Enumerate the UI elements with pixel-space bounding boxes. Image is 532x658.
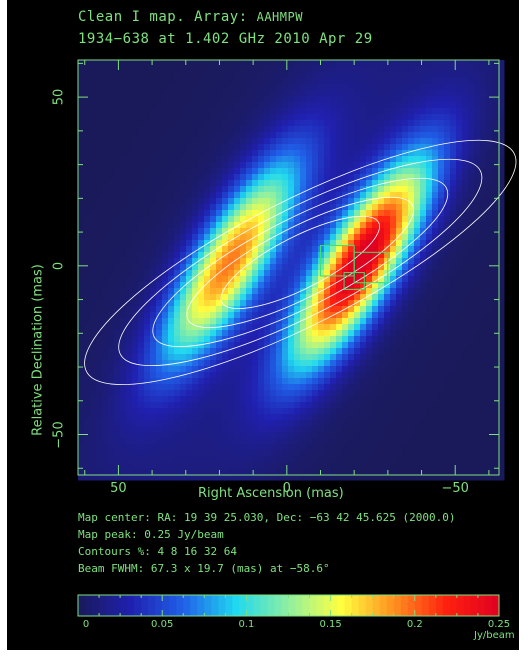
y-tick-label: 50 xyxy=(51,88,67,106)
plot-window: Clean I map. Array: AAHMPW 1934−638 at 1… xyxy=(7,0,519,650)
plot-title-line2: 1934−638 at 1.402 GHz 2010 Apr 29 xyxy=(78,31,373,47)
colorbar-tick-label: 0.25 xyxy=(487,619,511,630)
colorbar xyxy=(77,594,500,617)
clean-box-2 xyxy=(353,251,389,284)
contour-16-percent xyxy=(152,177,449,347)
contour-32-percent xyxy=(186,196,415,328)
contour-4-percent xyxy=(84,139,517,386)
clean-boxes xyxy=(319,245,389,290)
colorbar-unit: Jy/beam xyxy=(474,630,515,641)
colorbar-tick-label: 0.1 xyxy=(238,619,255,630)
y-tick-label: 0 xyxy=(51,261,67,270)
y-tick-label: −50 xyxy=(51,420,67,449)
plot-frame xyxy=(77,59,500,476)
colorbar-tick-label: 0 xyxy=(82,619,90,630)
clean-map-chart xyxy=(77,59,517,617)
x-axis-label: Right Ascension (mas) xyxy=(198,486,344,501)
colorbar-tick-label: 0.05 xyxy=(151,619,174,630)
contours-text: Contours %: 4 8 16 32 64 xyxy=(78,545,237,558)
heatmap-image xyxy=(78,60,505,481)
y-axis-label: Relative Declination (mas) xyxy=(30,264,46,436)
x-tick-label: 50 xyxy=(110,481,127,496)
contour-8-percent xyxy=(118,158,483,366)
beam-text: Beam FWHM: 67.3 x 19.7 (mas) at −58.6° xyxy=(78,562,330,575)
x-tick-label: −50 xyxy=(441,481,469,496)
array-name: AAHMPW xyxy=(256,10,303,24)
colorbar-tick-label: 0.2 xyxy=(406,619,423,630)
map-peak-text: Map peak: 0.25 Jy/beam xyxy=(78,528,224,541)
contour-64-percent xyxy=(220,215,380,310)
x-tick-label: 0 xyxy=(282,481,291,496)
clean-box-3 xyxy=(343,272,365,290)
title-prefix: Clean I map. Array: xyxy=(78,9,248,25)
colorbar-tick-label: 0.15 xyxy=(319,619,342,630)
map-center-text: Map center: RA: 19 39 25.030, Dec: −63 4… xyxy=(78,511,456,524)
plot-title-line1: Clean I map. Array: AAHMPW xyxy=(78,9,303,25)
axis-ticks xyxy=(78,60,499,475)
contour-lines xyxy=(84,139,517,386)
